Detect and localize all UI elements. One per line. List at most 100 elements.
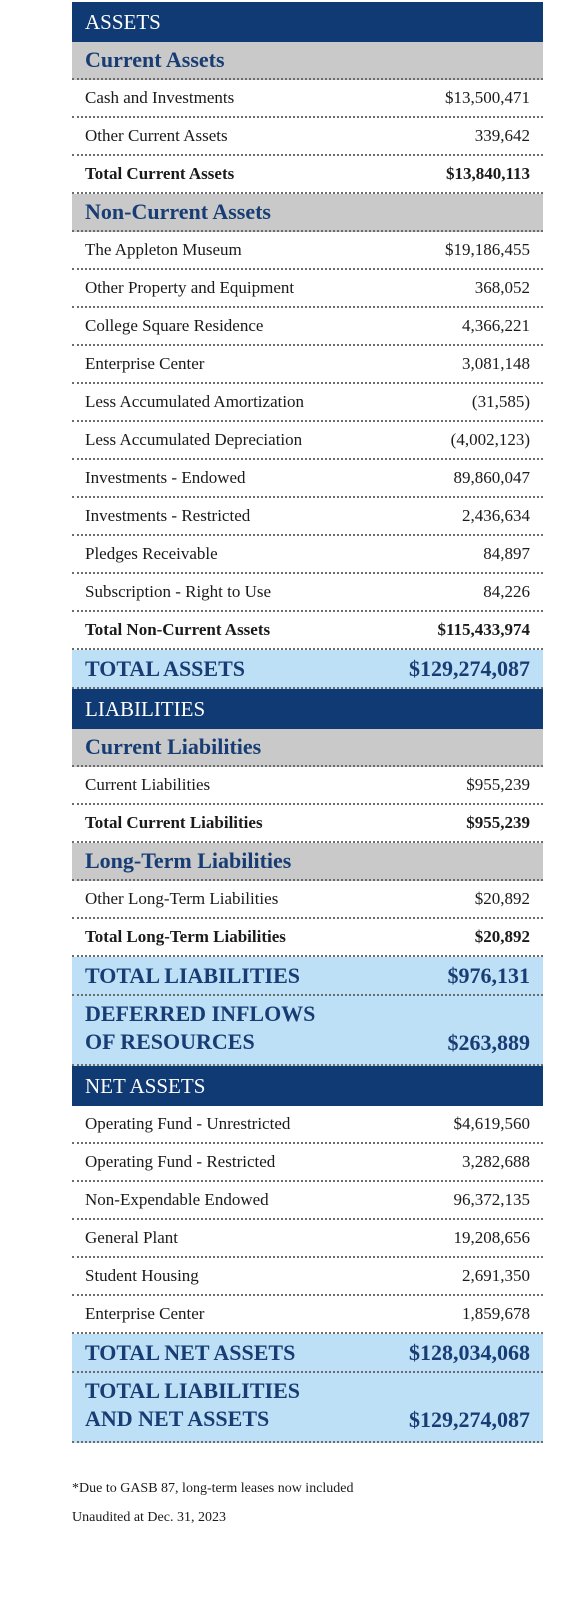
row-value: $129,274,087 <box>409 655 530 681</box>
row-value: $955,239 <box>466 813 530 832</box>
row-value: $128,034,068 <box>409 1339 530 1365</box>
row-label: Pledges Receivable <box>85 544 218 563</box>
row-value: 2,691,350 <box>462 1266 530 1285</box>
row-label: TOTAL ASSETS <box>85 655 246 681</box>
noncurrent-assets-subheader: Non-Current Assets <box>72 194 543 232</box>
table-row: Current Liabilities $955,239 <box>72 767 543 805</box>
row-label: Operating Fund - Restricted <box>85 1152 276 1171</box>
table-row: Investments - Restricted 2,436,634 <box>72 498 543 536</box>
table-row: Cash and Investments $13,500,471 <box>72 80 543 118</box>
table-row: Non-Expendable Endowed 96,372,135 <box>72 1182 543 1220</box>
row-label: College Square Residence <box>85 316 264 335</box>
row-value: $13,840,113 <box>445 164 530 183</box>
footnote: *Due to GASB 87, long-term leases now in… <box>72 1481 354 1496</box>
row-label: Subscription - Right to Use <box>85 582 272 601</box>
noncurrent-assets-heading: Non-Current Assets <box>85 199 271 224</box>
longterm-liabilities-subheader: Long-Term Liabilities <box>72 843 543 881</box>
row-value: 2,436,634 <box>462 506 530 525</box>
row-value: $955,239 <box>466 775 530 794</box>
table-row: Subscription - Right to Use 84,226 <box>72 574 543 612</box>
row-value: (31,585) <box>471 392 530 411</box>
table-row: Student Housing 2,691,350 <box>72 1258 543 1296</box>
table-row: Less Accumulated Amortization (31,585) <box>72 384 543 422</box>
current-assets-heading: Current Assets <box>85 47 225 72</box>
row-label: Other Current Assets <box>85 126 228 145</box>
total-current-liabilities-row: Total Current Liabilities $955,239 <box>72 805 543 843</box>
table-row: The Appleton Museum $19,186,455 <box>72 232 543 270</box>
row-label: Investments - Restricted <box>85 506 251 525</box>
row-label: Other Long-Term Liabilities <box>85 889 279 908</box>
row-label: DEFERRED INFLOWS OF RESOURCES <box>85 1000 315 1056</box>
total-current-assets-row: Total Current Assets $13,840,113 <box>72 156 543 194</box>
row-label: TOTAL LIABILITIES <box>85 962 301 988</box>
row-value: 89,860,047 <box>453 468 531 487</box>
row-label: Operating Fund - Unrestricted <box>85 1114 291 1133</box>
row-label: Total Long-Term Liabilities <box>85 927 286 946</box>
row-label: Investments - Endowed <box>85 468 246 487</box>
total-liabilities-row: TOTAL LIABILITIES $976,131 <box>72 957 543 996</box>
liabilities-header: LIABILITIES <box>72 689 543 729</box>
table-row: Pledges Receivable 84,897 <box>72 536 543 574</box>
row-value: (4,002,123) <box>450 430 530 449</box>
row-label: The Appleton Museum <box>85 240 242 259</box>
total-longterm-liabilities-row: Total Long-Term Liabilities $20,892 <box>72 919 543 957</box>
net-assets-header: NET ASSETS <box>72 1066 543 1106</box>
row-value: 1,859,678 <box>462 1304 530 1323</box>
notes: *Due to GASB 87, long-term leases now in… <box>72 1474 543 1532</box>
table-row: General Plant 19,208,656 <box>72 1220 543 1258</box>
deferred-inflows-row: DEFERRED INFLOWS OF RESOURCES $263,889 <box>72 996 543 1066</box>
row-label: TOTAL NET ASSETS <box>85 1339 296 1365</box>
row-label: General Plant <box>85 1228 178 1247</box>
table-row: College Square Residence 4,366,221 <box>72 308 543 346</box>
liabilities-heading: LIABILITIES <box>85 696 206 721</box>
row-label: Enterprise Center <box>85 1304 205 1323</box>
total-net-assets-row: TOTAL NET ASSETS $128,034,068 <box>72 1334 543 1373</box>
row-value: 84,897 <box>483 544 530 563</box>
row-value: $13,500,471 <box>445 88 530 107</box>
current-liabilities-heading: Current Liabilities <box>85 734 262 759</box>
row-value: 3,081,148 <box>462 354 530 373</box>
row-label: Enterprise Center <box>85 354 205 373</box>
current-liabilities-subheader: Current Liabilities <box>72 729 543 767</box>
table-row: Investments - Endowed 89,860,047 <box>72 460 543 498</box>
row-label-line-2: AND NET ASSETS <box>85 1406 270 1431</box>
total-noncurrent-assets-row: Total Non-Current Assets $115,433,974 <box>72 612 543 650</box>
row-value: 4,366,221 <box>462 316 530 335</box>
row-value: $129,274,087 <box>409 1407 530 1432</box>
row-value: $4,619,560 <box>453 1114 531 1133</box>
assets-heading: ASSETS <box>85 9 161 34</box>
row-value: $263,889 <box>447 1030 531 1055</box>
row-label-line-1: DEFERRED INFLOWS <box>85 1001 316 1026</box>
table-row: Operating Fund - Unrestricted $4,619,560 <box>72 1106 543 1144</box>
row-label: Total Current Liabilities <box>85 813 263 832</box>
row-label: Non-Expendable Endowed <box>85 1190 269 1209</box>
row-value: 339,642 <box>474 126 530 145</box>
row-label-line-2: OF RESOURCES <box>85 1029 255 1054</box>
table-row: Other Long-Term Liabilities $20,892 <box>72 881 543 919</box>
row-value: $20,892 <box>474 889 530 908</box>
table-row: Other Property and Equipment 368,052 <box>72 270 543 308</box>
row-label: TOTAL LIABILITIES AND NET ASSETS <box>85 1377 300 1433</box>
audit-status: Unaudited at Dec. 31, 2023 <box>72 1510 226 1525</box>
row-label: Other Property and Equipment <box>85 278 295 297</box>
total-liabilities-and-net-assets-row: TOTAL LIABILITIES AND NET ASSETS $129,27… <box>72 1373 543 1443</box>
row-label: Total Current Assets <box>85 164 235 183</box>
current-assets-subheader: Current Assets <box>72 42 543 80</box>
table-row: Enterprise Center 1,859,678 <box>72 1296 543 1334</box>
table-row: Enterprise Center 3,081,148 <box>72 346 543 384</box>
statement-of-net-position: ASSETS Current Assets Cash and Investmen… <box>72 2 543 1443</box>
row-label: Cash and Investments <box>85 88 235 107</box>
row-label: Total Non-Current Assets <box>85 620 271 639</box>
longterm-liabilities-heading: Long-Term Liabilities <box>85 848 292 873</box>
total-assets-row: TOTAL ASSETS $129,274,087 <box>72 650 543 689</box>
table-row: Less Accumulated Depreciation (4,002,123… <box>72 422 543 460</box>
row-label-line-1: TOTAL LIABILITIES <box>85 1378 301 1403</box>
net-assets-heading: NET ASSETS <box>85 1073 206 1098</box>
row-label: Less Accumulated Amortization <box>85 392 305 411</box>
row-value: 3,282,688 <box>462 1152 530 1171</box>
row-value: 368,052 <box>474 278 530 297</box>
row-value: 84,226 <box>483 582 530 601</box>
row-value: $19,186,455 <box>445 240 530 259</box>
row-value: 19,208,656 <box>453 1228 531 1247</box>
row-label: Current Liabilities <box>85 775 211 794</box>
